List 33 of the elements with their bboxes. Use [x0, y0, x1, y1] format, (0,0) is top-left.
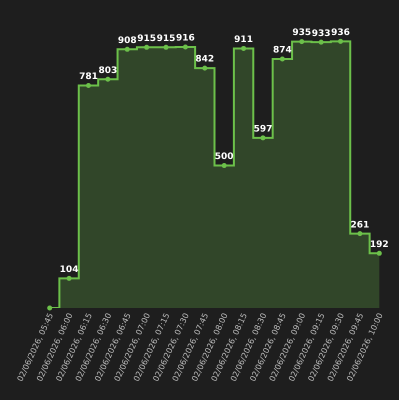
point	[144, 44, 150, 50]
point	[124, 46, 130, 52]
point	[164, 44, 169, 50]
data-label: 781	[79, 72, 98, 82]
point	[202, 66, 208, 71]
data-label: 935	[292, 28, 312, 38]
data-label: 842	[195, 54, 214, 65]
data-label: 192	[370, 240, 389, 250]
data-label: 911	[234, 35, 253, 46]
point	[66, 276, 72, 281]
data-label: 915	[156, 34, 176, 44]
point	[338, 38, 344, 44]
point	[357, 231, 362, 236]
point	[318, 40, 324, 45]
point	[105, 76, 110, 82]
data-label: 916	[176, 34, 195, 44]
data-label: 936	[331, 28, 350, 38]
data-label: 261	[350, 220, 370, 230]
point	[241, 46, 246, 51]
point	[260, 135, 266, 140]
point	[376, 250, 382, 256]
point	[222, 163, 227, 168]
point	[280, 56, 285, 62]
data-label: 915	[137, 34, 156, 44]
data-label: 500	[214, 152, 234, 162]
data-label: 597	[254, 124, 272, 135]
data-label: 933	[312, 28, 331, 39]
point	[47, 306, 52, 310]
point	[299, 39, 304, 44]
data-label: 908	[118, 36, 137, 46]
data-label: 803	[98, 66, 118, 76]
point	[86, 82, 91, 88]
point	[182, 44, 188, 50]
